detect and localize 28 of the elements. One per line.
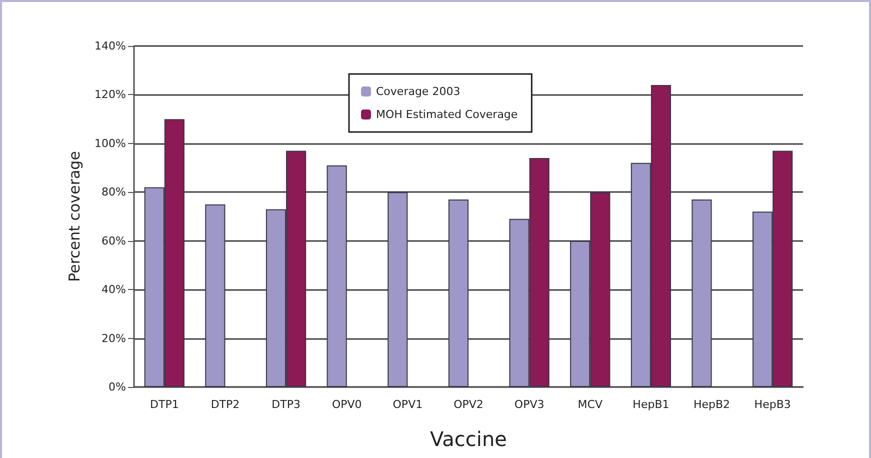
x-tick-label: OPV0 (332, 398, 362, 411)
x-tick-label: DTP3 (272, 398, 300, 411)
y-tick-label: 80% (102, 186, 126, 199)
y-tick-label: 20% (102, 332, 126, 345)
x-tick-label: MCV (578, 398, 603, 411)
x-tick-label: DTP1 (150, 398, 179, 411)
bar (448, 199, 468, 387)
x-axis-title: Vaccine (430, 427, 507, 451)
y-tick-label: 0% (108, 380, 126, 394)
y-axis-title: Percent coverage (66, 151, 84, 282)
y-tick-label: 40% (102, 283, 126, 296)
x-tick-label: HepB1 (632, 398, 670, 411)
x-tick-label: OPV1 (392, 398, 423, 411)
x-tick-label: HepB2 (693, 398, 730, 411)
x-tick-label: HepB3 (754, 398, 791, 411)
y-tick-label: 100% (94, 136, 126, 150)
y-tick-label: 140% (94, 40, 126, 52)
x-tick-label: OPV2 (454, 398, 484, 411)
x-tick-label: DTP2 (210, 398, 240, 411)
y-tick-label: 60% (102, 234, 126, 248)
bar (388, 192, 408, 387)
y-tick-label: 120% (94, 88, 126, 102)
legend-label: Coverage 2003 (376, 85, 460, 98)
bar (692, 199, 712, 387)
bar (205, 204, 226, 387)
bar (326, 165, 347, 387)
x-tick-label: OPV3 (514, 398, 544, 411)
legend-label: MOH Estimated Coverage (376, 108, 518, 121)
